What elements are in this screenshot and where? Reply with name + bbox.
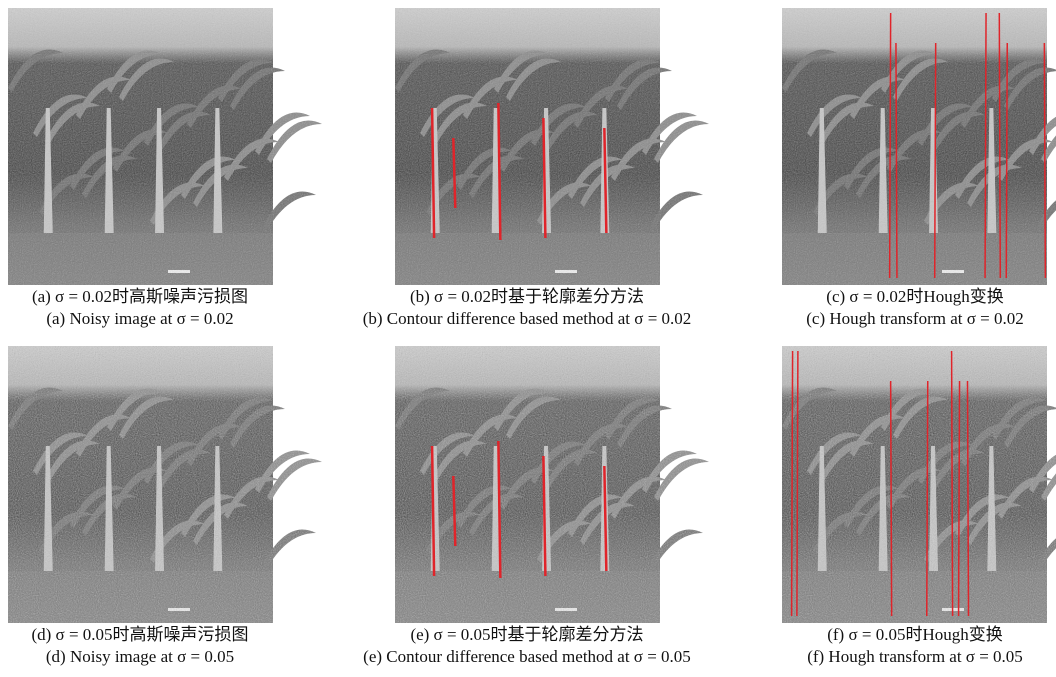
ground xyxy=(8,571,273,623)
caption-zh: (e) σ = 0.05时基于轮廓差分方法 xyxy=(410,625,643,644)
ground xyxy=(782,571,1047,623)
caption-en: (f) Hough transform at σ = 0.05 xyxy=(807,647,1023,666)
hough-line xyxy=(797,351,798,616)
hough-line xyxy=(927,381,928,616)
photo-content xyxy=(8,346,322,623)
caption-zh: (d) σ = 0.05时高斯噪声污损图 xyxy=(31,625,248,644)
photo-content xyxy=(8,8,322,285)
scale-bar xyxy=(168,608,190,611)
caption-en: (b) Contour difference based method at σ… xyxy=(363,309,692,328)
caption-zh: (f) σ = 0.05时Hough变换 xyxy=(827,625,1003,644)
caption-en: (a) Noisy image at σ = 0.02 xyxy=(46,309,233,328)
photo xyxy=(395,346,709,623)
caption-zh: (b) σ = 0.02时基于轮廓差分方法 xyxy=(410,287,644,306)
hough-line xyxy=(935,43,936,278)
hough-line xyxy=(891,381,892,616)
hough-line xyxy=(896,43,897,278)
hough-line xyxy=(952,351,953,616)
caption-zh: (c) σ = 0.02时Hough变换 xyxy=(826,287,1003,306)
photo xyxy=(8,8,322,285)
hough-line xyxy=(985,13,986,278)
ground xyxy=(395,571,660,623)
photo xyxy=(395,8,709,285)
caption-en: (e) Contour difference based method at σ… xyxy=(363,647,691,666)
scale-bar xyxy=(168,270,190,273)
hough-line xyxy=(1006,43,1007,278)
photo xyxy=(8,346,322,623)
hough-line xyxy=(999,13,1000,278)
photo-content xyxy=(782,8,1056,285)
hough-line xyxy=(890,13,891,278)
ground xyxy=(782,233,1047,285)
hough-line xyxy=(792,351,793,616)
hough-line xyxy=(968,381,969,616)
photo-content xyxy=(395,346,709,623)
scale-bar xyxy=(555,270,577,273)
photo xyxy=(782,346,1056,623)
photo-content xyxy=(395,8,709,285)
photo-content xyxy=(782,346,1056,623)
ground xyxy=(8,233,273,285)
ground xyxy=(395,233,660,285)
figure: (a) σ = 0.02时高斯噪声污损图 (a) Noisy image at σ… xyxy=(0,0,1056,672)
photo xyxy=(782,8,1056,285)
caption-en: (d) Noisy image at σ = 0.05 xyxy=(46,647,234,666)
scale-bar xyxy=(942,270,964,273)
hough-line xyxy=(1044,43,1045,278)
scale-bar xyxy=(555,608,577,611)
caption-zh: (a) σ = 0.02时高斯噪声污损图 xyxy=(32,287,248,306)
caption-en: (c) Hough transform at σ = 0.02 xyxy=(806,309,1024,328)
hough-line xyxy=(959,381,960,616)
